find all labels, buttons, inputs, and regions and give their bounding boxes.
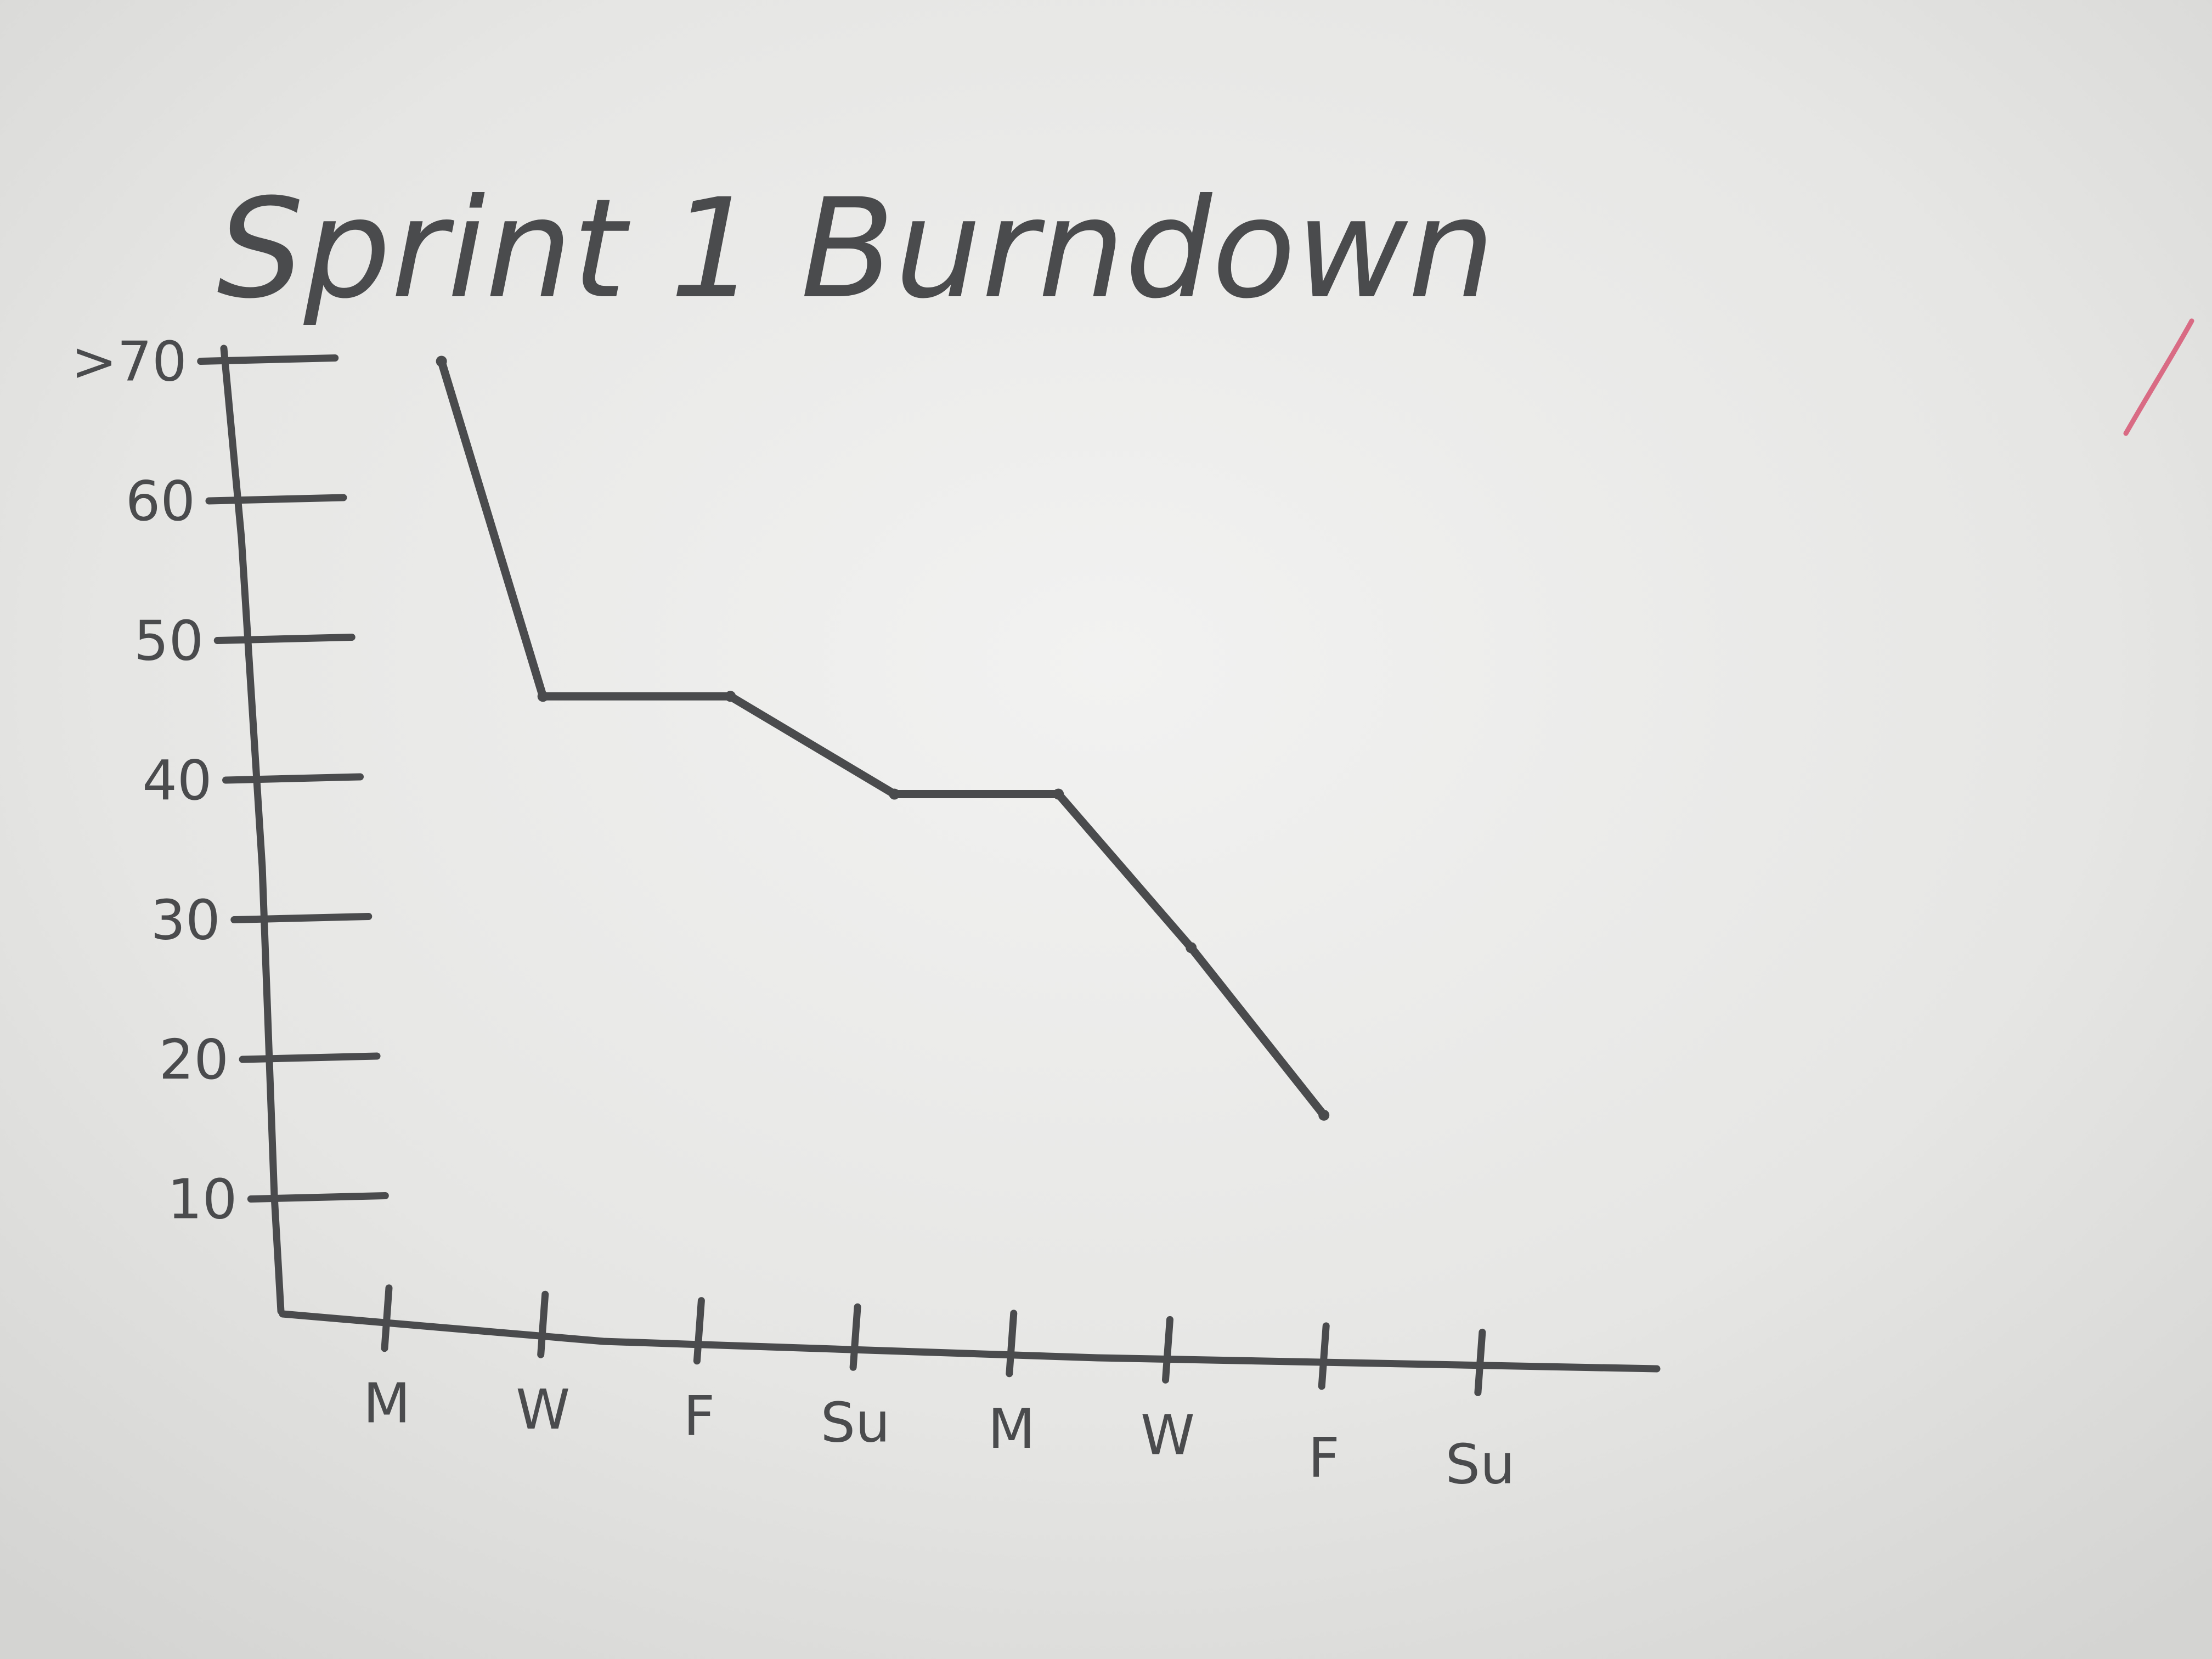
- y-tick-label: 50: [134, 609, 204, 673]
- y-tick-group: 10 20 30 40 50 60 >70: [71, 330, 389, 1232]
- x-tick-label: M: [988, 1397, 1035, 1461]
- x-tick-label: Su: [821, 1390, 890, 1454]
- y-tick-mark: [239, 1052, 381, 1063]
- x-tick-mark: [1318, 1322, 1330, 1390]
- data-point: [537, 691, 549, 702]
- x-tick-mark: [849, 1303, 861, 1371]
- y-tick-mark: [205, 494, 347, 505]
- x-tick-label: M: [363, 1372, 410, 1436]
- pink-marker-stroke: [2123, 318, 2194, 436]
- x-tick-mark: [1006, 1310, 1018, 1378]
- y-tick-label: 10: [167, 1167, 237, 1232]
- x-tick-label: F: [1308, 1426, 1340, 1490]
- y-tick-label: 20: [159, 1028, 229, 1092]
- y-tick-mark: [222, 773, 364, 784]
- y-tick-label: 30: [151, 888, 221, 952]
- y-tick-mark: [230, 913, 373, 923]
- y-tick-label: 40: [142, 748, 212, 812]
- x-axis: [279, 1310, 1661, 1373]
- x-tick-mark: [1162, 1316, 1173, 1384]
- x-tick-group: M W F Su M W F Su: [363, 1284, 1515, 1496]
- series-points: [436, 356, 1330, 1121]
- data-point: [725, 691, 736, 702]
- x-tick-mark: [381, 1284, 393, 1352]
- x-tick-mark: [537, 1290, 549, 1358]
- data-point: [436, 356, 447, 367]
- y-tick-mark: [213, 634, 356, 644]
- x-tick-mark: [693, 1297, 705, 1365]
- data-point: [1186, 942, 1197, 953]
- x-tick-label: W: [516, 1378, 570, 1442]
- data-point: [889, 788, 900, 800]
- y-tick-mark: [247, 1192, 389, 1203]
- y-tick-label: 60: [126, 469, 195, 533]
- y-axis: [220, 345, 285, 1315]
- x-tick-label: F: [684, 1384, 715, 1448]
- data-point: [1318, 1109, 1330, 1121]
- data-point: [1053, 788, 1064, 800]
- chart-title: Sprint 1 Burndown: [217, 169, 1495, 329]
- x-tick-mark: [1474, 1328, 1486, 1396]
- y-tick-mark: [197, 354, 339, 365]
- x-tick-label: Su: [1445, 1432, 1515, 1496]
- x-tick-label: W: [1141, 1403, 1195, 1467]
- y-tick-label: >70: [71, 330, 187, 394]
